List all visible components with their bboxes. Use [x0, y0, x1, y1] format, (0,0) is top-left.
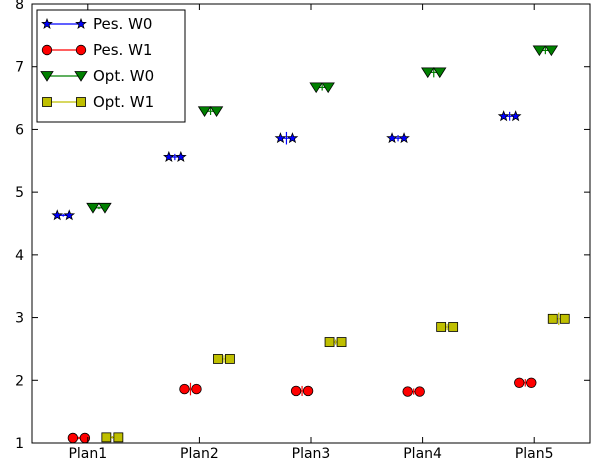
legend-marker — [41, 44, 53, 56]
data-point — [98, 202, 112, 214]
y-tick-label: 2 — [15, 373, 24, 389]
legend-box — [36, 9, 186, 123]
data-point — [433, 67, 447, 79]
legend-item: Opt. W1 — [42, 93, 154, 111]
legend-label: Pes. W0 — [93, 15, 152, 33]
legend-label: Opt. W1 — [93, 93, 154, 111]
data-point — [526, 377, 537, 388]
data-point — [63, 209, 76, 221]
data-point — [197, 106, 212, 117]
data-point — [497, 110, 510, 122]
data-point — [386, 132, 398, 144]
data-point — [398, 132, 410, 144]
series-3 — [86, 45, 559, 214]
y-tick-label: 3 — [15, 311, 24, 327]
data-point — [225, 354, 235, 364]
x-tick-label: Plan4 — [403, 446, 442, 462]
plot-frame — [31, 3, 591, 444]
y-tick-label: 7 — [15, 60, 24, 76]
series-4 — [101, 312, 570, 443]
series-2 — [67, 377, 537, 444]
y-tick-label: 6 — [15, 122, 24, 138]
legend-marker — [75, 44, 87, 56]
legend-item: Pes. W1 — [41, 41, 152, 59]
x-tick-label: Plan5 — [515, 446, 554, 462]
y-tick-label: 5 — [15, 185, 24, 201]
data-point — [163, 150, 175, 162]
data-point — [402, 386, 413, 397]
data-point — [421, 67, 435, 79]
data-point — [532, 45, 547, 57]
data-point — [302, 385, 314, 397]
data-point — [274, 132, 287, 144]
data-point — [509, 110, 522, 122]
data-point — [336, 337, 347, 347]
data-point — [113, 432, 124, 443]
data-point — [436, 322, 447, 332]
data-point — [514, 377, 525, 388]
data-point — [290, 385, 302, 397]
y-tick-label: 1 — [15, 436, 24, 452]
legend: Pes. W0 Pes. W1 Opt. W0 Opt. W1 — [36, 9, 186, 123]
data-point — [544, 45, 559, 57]
data-point — [213, 354, 223, 364]
data-point — [448, 322, 459, 332]
data-point — [286, 132, 299, 144]
data-point — [51, 209, 64, 221]
data-point — [559, 313, 570, 324]
data-point — [101, 432, 112, 443]
x-tick-label: Plan1 — [68, 446, 107, 462]
data-point — [547, 313, 558, 324]
data-point — [321, 82, 335, 94]
legend-marker — [40, 71, 54, 82]
legend-label: Pes. W1 — [93, 41, 152, 59]
data-point — [179, 383, 190, 395]
x-tick-label: Plan3 — [292, 446, 331, 462]
data-point — [191, 383, 202, 395]
data-point — [414, 386, 425, 397]
series-1 — [51, 110, 522, 221]
legend-marker — [42, 97, 52, 107]
legend-label: Opt. W0 — [93, 67, 154, 85]
legend-item: Pes. W0 — [41, 15, 152, 33]
data-point — [86, 202, 100, 214]
legend-marker — [41, 17, 53, 29]
data-marks — [51, 45, 570, 444]
legend-marker — [76, 97, 86, 107]
y-tick-label: 4 — [15, 248, 24, 264]
data-point — [67, 432, 79, 444]
x-tick-label: Plan2 — [180, 446, 219, 462]
legend-marker — [75, 17, 87, 29]
data-point — [324, 337, 335, 347]
y-tick-label: 8 — [15, 0, 24, 13]
data-point — [209, 106, 224, 117]
data-point — [175, 150, 187, 162]
legend-marker — [74, 71, 88, 82]
legend-item: Opt. W0 — [40, 67, 154, 85]
data-point — [309, 82, 323, 94]
